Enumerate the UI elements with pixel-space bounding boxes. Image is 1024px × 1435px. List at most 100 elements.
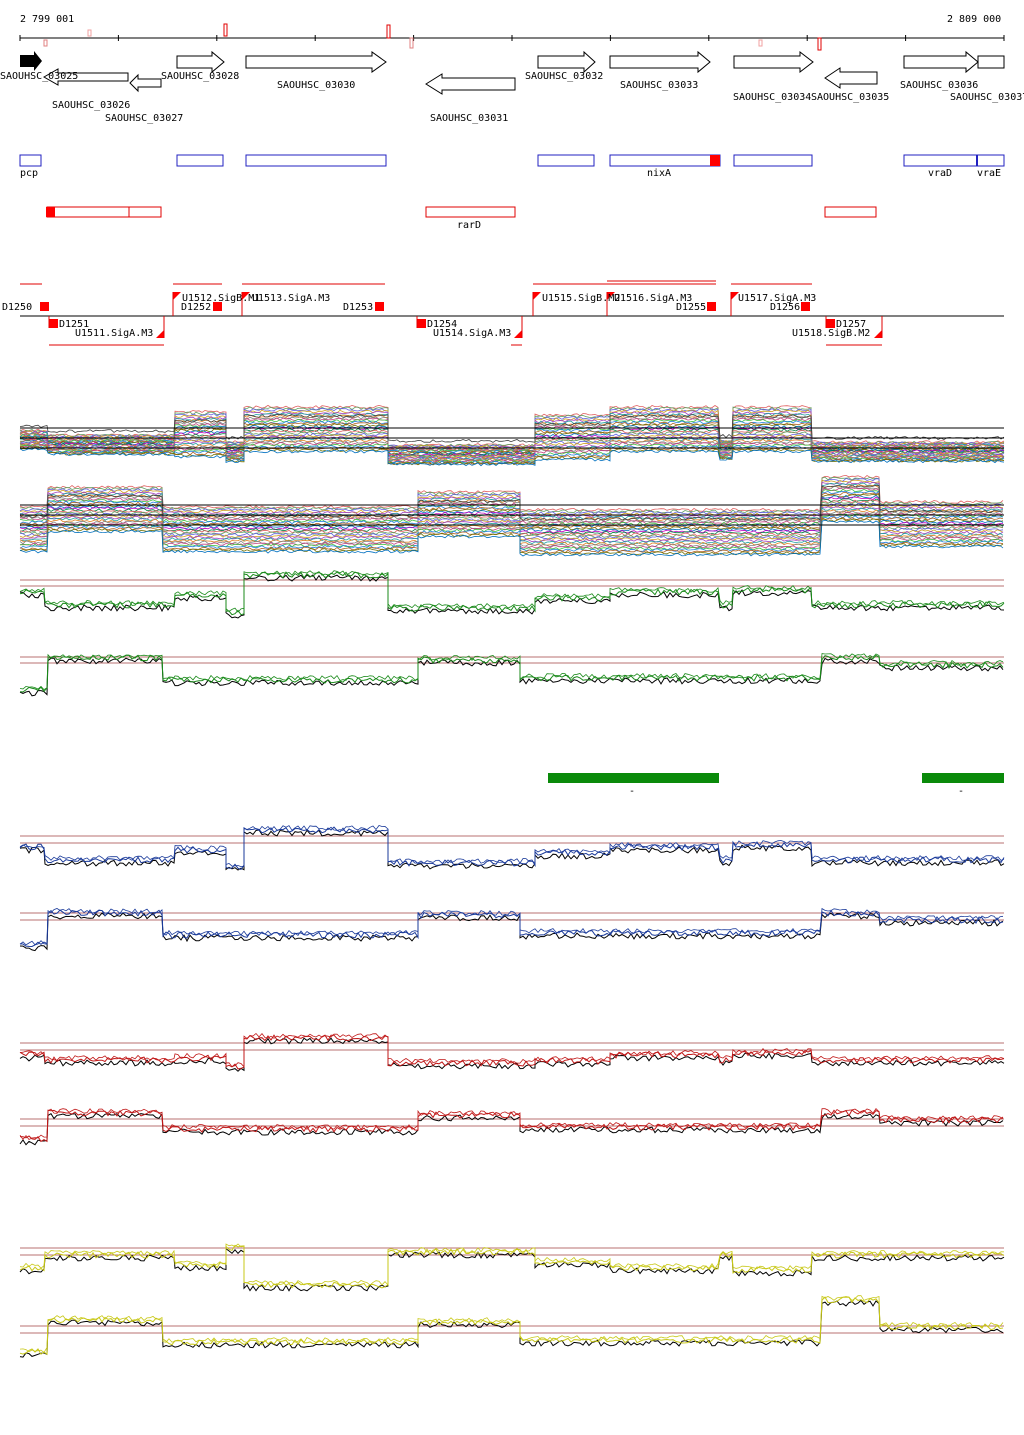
gene-arrow[interactable] <box>609 50 711 74</box>
segment-start-flag <box>607 292 615 300</box>
gene-arrow[interactable] <box>425 73 516 95</box>
segment-label: D1250 <box>2 302 32 313</box>
sample-line <box>19 504 1004 542</box>
expression-panel-plus-strand <box>19 404 1005 467</box>
segment-start-flag <box>874 330 882 338</box>
segment-label: U1517.SigA.M3 <box>738 293 816 304</box>
segment-end-marker <box>40 302 49 311</box>
sample-line <box>19 479 1004 517</box>
segment-label: D1255 <box>676 302 706 313</box>
feature-box[interactable] <box>824 206 877 218</box>
feature-label: vraE <box>977 168 1001 179</box>
red-minus-pair <box>19 1107 1004 1146</box>
segment-start-flag <box>731 292 739 300</box>
gene-arrow[interactable] <box>537 50 596 74</box>
segment-end-marker <box>375 302 384 311</box>
reference-line <box>19 1112 1004 1146</box>
segment-label: U1513.SigA.M3 <box>252 293 330 304</box>
sample-line <box>19 490 1004 528</box>
segment-label: U1518.SigB.M2 <box>792 328 870 339</box>
feature-box[interactable] <box>609 154 721 167</box>
gene-arrow[interactable] <box>42 68 129 86</box>
feature-label: vraD <box>928 168 952 179</box>
reference-line <box>19 574 1005 619</box>
condition-line <box>19 1109 1004 1143</box>
feature-box[interactable] <box>176 154 224 167</box>
reference-line <box>19 829 1005 871</box>
green-minus-pair <box>19 653 1004 697</box>
gene-label: SAOUHSC_03033 <box>620 80 698 91</box>
gene-arrow[interactable] <box>129 73 162 93</box>
sample-line <box>19 429 1005 458</box>
sample-line <box>19 438 1005 462</box>
sample-line <box>19 507 1004 545</box>
gene-arrow[interactable] <box>176 50 225 74</box>
ruler-mark <box>758 39 763 47</box>
feature-end-marker <box>710 155 720 166</box>
condition-line <box>19 654 1004 693</box>
condition-line <box>19 1032 1005 1068</box>
sample-line <box>19 496 1004 534</box>
gene-label: SAOUHSC_03035 <box>811 92 889 103</box>
feature-box[interactable] <box>537 154 595 167</box>
sample-line <box>19 501 1004 538</box>
feature-start-marker <box>46 207 55 217</box>
sample-line <box>19 498 1004 535</box>
green-bar-label: - <box>629 786 635 797</box>
blue-plus-pair <box>19 825 1005 871</box>
sample-line <box>19 411 1005 450</box>
gene-arrow[interactable] <box>977 55 1005 69</box>
feature-box[interactable] <box>46 206 162 218</box>
feature-label: rarD <box>457 220 481 231</box>
ruler-ticks <box>19 35 1005 41</box>
segment-label: D1256 <box>770 302 800 313</box>
sample-line <box>19 476 1004 514</box>
condition-line <box>19 653 1004 691</box>
green-bar[interactable] <box>548 773 719 783</box>
feature-box[interactable] <box>245 154 387 167</box>
green-plus-pair <box>19 570 1005 619</box>
condition-line <box>19 570 1005 613</box>
sample-line <box>19 488 1004 526</box>
ruler-mark <box>386 24 391 39</box>
gene-arrow[interactable] <box>903 50 979 74</box>
gene-track: SAOUHSC_03025 SAOUHSC_03026 SAOUHSC_0302… <box>0 50 1024 124</box>
feature-box[interactable] <box>903 154 1005 167</box>
feature-label: pcp <box>20 168 38 179</box>
condition-line <box>19 571 1005 616</box>
gene-arrow[interactable] <box>733 50 814 74</box>
segment-start-flag <box>514 330 522 338</box>
segment-end-marker <box>213 302 222 311</box>
gene-label: SAOUHSC_03037 <box>950 92 1024 103</box>
gene-arrow[interactable] <box>824 67 878 89</box>
segment-label: D1257 <box>836 319 866 330</box>
reference-line <box>19 1037 1005 1072</box>
green-bar[interactable] <box>922 773 1004 783</box>
sample-line <box>19 487 1004 525</box>
feature-box[interactable] <box>19 154 42 167</box>
sample-line <box>20 445 1005 465</box>
condition-line <box>19 826 1005 871</box>
condition-line <box>19 909 1004 948</box>
condition-line <box>19 1243 1005 1287</box>
end-coordinate: 2 809 000 <box>947 14 1001 25</box>
gene-label: SAOUHSC_03026 <box>52 100 130 111</box>
condition-line <box>19 1295 1004 1353</box>
feature-box[interactable] <box>425 206 516 218</box>
yellow-minus-pair <box>19 1295 1004 1358</box>
ruler-mark <box>817 37 822 51</box>
segment-label: U1512.SigB.M1 <box>182 293 260 304</box>
segment-end-marker <box>801 302 810 311</box>
segment-end-marker <box>417 319 426 328</box>
segment-start-flag <box>242 292 250 300</box>
feature-box[interactable] <box>733 154 813 167</box>
green-bar-label: - <box>958 786 964 797</box>
sample-line <box>19 474 1004 512</box>
sample-line <box>19 481 1004 519</box>
coordinate-ruler: 2 799 001 2 809 000 <box>19 14 1005 51</box>
ruler-marks <box>43 23 822 51</box>
sample-line <box>19 510 1003 548</box>
gene-arrow[interactable] <box>20 51 42 71</box>
sample-line <box>19 414 1005 443</box>
gene-arrow[interactable] <box>245 51 387 73</box>
